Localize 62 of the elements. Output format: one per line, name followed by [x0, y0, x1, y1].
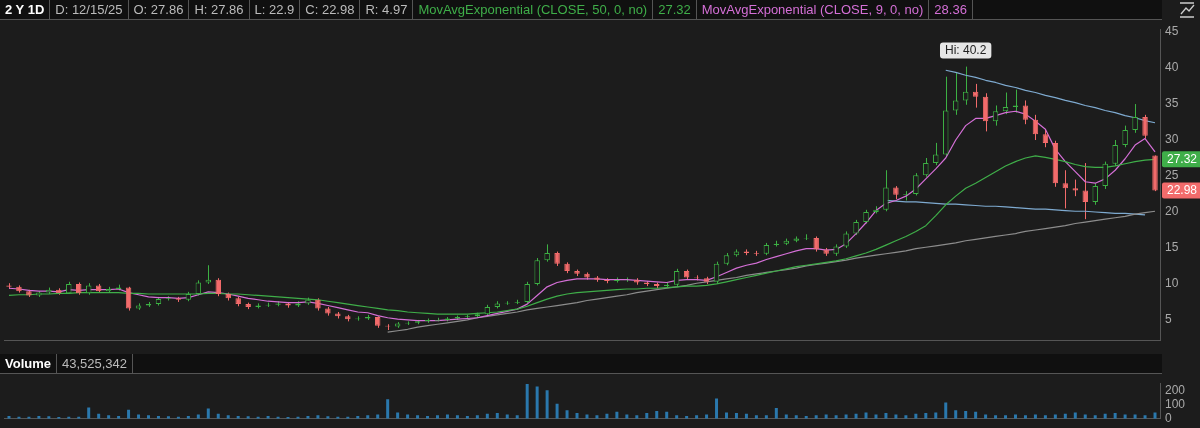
text: MovAvgExponential (CLOSE, 9, 0, no) — [696, 0, 930, 19]
candlestick — [1092, 182, 1098, 206]
y-tick-label: 45 — [1165, 24, 1179, 39]
y-tick-label: 20 — [1165, 204, 1179, 219]
candlestick — [1142, 114, 1148, 140]
bar — [396, 412, 400, 419]
bar — [934, 412, 938, 419]
bar — [206, 408, 210, 419]
y-tick-label: 0 — [1165, 411, 1172, 426]
bar — [1073, 412, 1077, 419]
candlestick — [923, 157, 929, 178]
y-tick-label: 40 — [1165, 60, 1179, 75]
text: R: 4.97 — [360, 0, 414, 19]
bar — [555, 403, 559, 419]
bar — [655, 410, 659, 419]
bar — [565, 410, 569, 419]
text: D: 12/15/25 — [50, 0, 129, 19]
y-tick-label: 200 — [1165, 382, 1186, 397]
y-tick-label: 15 — [1165, 240, 1179, 255]
bar — [715, 398, 719, 419]
bar — [535, 386, 539, 419]
y-tick-label: 25 — [1165, 168, 1179, 183]
candlestick — [883, 169, 889, 212]
annotation: Hi: 40.2 — [944, 42, 987, 57]
candlestick — [952, 72, 959, 116]
text: L: 22.9 — [249, 0, 301, 19]
candlestick — [913, 172, 919, 196]
bar — [725, 412, 728, 419]
bar — [964, 410, 968, 419]
bar — [87, 407, 91, 419]
y-tick-label: 35 — [1165, 96, 1179, 111]
text: MovAvgExponential (CLOSE, 50, 0, no) — [413, 0, 654, 19]
y-tick-label: 5 — [1165, 312, 1172, 327]
text: 27.32 — [653, 0, 697, 19]
text: 28.36 — [929, 0, 973, 19]
text: O: 27.86 — [128, 0, 190, 19]
candlestick — [1082, 162, 1088, 220]
bar — [545, 390, 549, 419]
candlestick — [1102, 161, 1108, 190]
bar — [864, 412, 868, 419]
candlestick — [205, 264, 212, 285]
y-tick-label: 10 — [1165, 276, 1179, 291]
bar — [386, 399, 390, 419]
annotation: 22.98 — [1167, 182, 1198, 197]
bar — [774, 407, 778, 419]
chart-title: 2 Y 1D — [0, 0, 51, 19]
candlestick — [1132, 103, 1138, 134]
candlestick — [534, 257, 540, 286]
bar — [944, 402, 948, 419]
bar — [525, 383, 529, 419]
candlestick — [1022, 99, 1029, 125]
candlestick — [933, 142, 939, 166]
candlestick — [1122, 125, 1128, 148]
annotation: 27.32 — [1167, 151, 1198, 166]
bar — [954, 410, 958, 419]
candlestick — [524, 281, 530, 304]
text: H: 27.86 — [189, 0, 250, 19]
y-tick-label: 30 — [1165, 132, 1179, 147]
y-tick-label: 100 — [1165, 396, 1186, 411]
chart-title: Volume — [0, 354, 57, 373]
text: 43,525,342 — [57, 354, 134, 373]
text: C: 22.98 — [300, 0, 361, 19]
